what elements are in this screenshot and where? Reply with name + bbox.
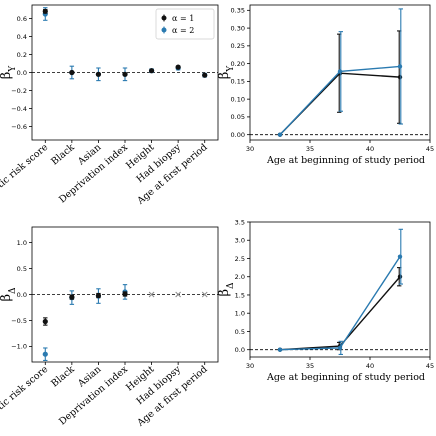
gray-cross-marker: [201, 291, 208, 298]
x-category-label: Genetic risk score: [0, 142, 50, 207]
y-axis-label-main: β: [0, 294, 14, 302]
y-tick-label: 0.35: [231, 7, 245, 15]
y-tick-label: 1.0: [235, 310, 245, 318]
point-alpha2: [337, 345, 343, 351]
point-alpha1: [397, 74, 403, 80]
point-alpha1: [69, 294, 75, 300]
x-tick-label: 45: [426, 145, 434, 153]
y-axis-label: βY: [0, 65, 18, 80]
y-axis-label: βΔ: [0, 287, 18, 302]
y-axis-label-sub: Δ: [8, 287, 18, 294]
y-tick-label: 0.00: [231, 131, 245, 139]
y-tick-label: 0.4: [17, 33, 27, 41]
y-tick-label: 3.0: [235, 237, 245, 245]
y-tick-label: 0.0: [17, 291, 27, 299]
point-alpha1: [95, 292, 102, 299]
point-alpha1: [175, 64, 181, 70]
plot-frame: [249, 221, 431, 358]
chart-tr: 0.00 0.05 0.10 0.15 0.20 0.25 0.30 0.35 βY 30 35 40…: [217, 4, 434, 166]
point-alpha2: [277, 347, 283, 352]
y-axis-label-sub: Δ: [226, 282, 236, 289]
y-tick-label: 2.0: [235, 273, 245, 281]
y-axis-label-sub: Y: [8, 65, 18, 73]
legend-entry: α = 1: [172, 14, 194, 23]
legend-marker-icon: [161, 15, 167, 21]
x-tick-label: 35: [306, 145, 314, 153]
gray-cross-marker: [148, 291, 155, 298]
point-alpha1: [122, 291, 128, 297]
point-alpha1: [202, 72, 208, 78]
chart-bl: −1.0 −0.5 0.0 0.5 1.0 βΔ Genetic risk scoreBla…: [0, 226, 219, 429]
gray-cross-marker: [175, 291, 181, 298]
x-axis-label: Age at beginning of study period: [266, 155, 425, 166]
point-alpha1: [69, 69, 75, 76]
point-alpha1: [42, 8, 48, 14]
point-alpha1: [42, 318, 48, 325]
y-tick-label: 0.5: [235, 328, 245, 336]
x-category-label: Black: [49, 364, 77, 390]
x-tick-label: 30: [246, 362, 254, 370]
point-alpha2: [337, 69, 343, 74]
point-alpha2: [277, 132, 283, 137]
y-tick-label: 0.25: [231, 42, 245, 50]
y-tick-label: −0.4: [11, 105, 27, 113]
point-alpha1: [95, 71, 102, 77]
y-tick-label: −1.0: [11, 343, 27, 351]
x-tick-label: 35: [306, 362, 314, 370]
series-line-alpha1: [279, 276, 401, 351]
y-tick-label: 0.0: [17, 69, 27, 77]
y-tick-label: 3.5: [235, 218, 245, 226]
y-tick-label: 1.5: [235, 291, 245, 299]
series-line-alpha2: [279, 256, 401, 351]
point-alpha1: [148, 68, 155, 74]
legend-entry: α = 2: [172, 26, 194, 35]
y-axis-label-main: β: [0, 72, 14, 80]
y-tick-label: 0.30: [231, 24, 245, 32]
series-line-alpha1: [279, 72, 401, 136]
point-alpha2: [397, 64, 403, 69]
y-tick-label: 1.0: [17, 239, 27, 247]
plot-frame: [249, 4, 431, 141]
x-tick-label: 40: [366, 145, 374, 153]
legend-marker-icon: [161, 27, 167, 33]
x-axis-label: Age at beginning of study period: [266, 372, 425, 383]
legend: α = 1 α = 2: [155, 8, 215, 40]
x-category-label: Black: [49, 142, 77, 168]
x-tick-label: 30: [246, 145, 254, 153]
y-tick-label: 2.5: [235, 255, 245, 263]
y-axis-label-sub: Y: [226, 65, 236, 73]
y-axis-label-main: β: [217, 72, 232, 80]
y-tick-label: −0.5: [11, 317, 27, 325]
y-tick-label: −0.6: [11, 123, 27, 131]
y-tick-label: −0.2: [11, 87, 27, 95]
y-axis-label: βY: [217, 65, 236, 80]
point-alpha2: [397, 254, 403, 259]
x-category-label: Genetic risk score: [0, 364, 50, 429]
x-tick-label: 45: [426, 362, 434, 370]
point-alpha1: [122, 71, 128, 77]
x-tick-label: 40: [366, 362, 374, 370]
y-tick-label: 0.2: [17, 51, 27, 59]
y-axis-label-main: β: [217, 289, 232, 297]
legend-box: [155, 8, 215, 40]
series-line-alpha2: [279, 65, 401, 136]
y-tick-label: 0.20: [231, 60, 245, 68]
y-tick-label: 0.0: [235, 346, 245, 354]
y-tick-label: 0.10: [231, 95, 245, 103]
point-alpha2: [42, 351, 48, 357]
y-tick-label: 0.05: [231, 113, 245, 121]
y-tick-label: 0.6: [17, 15, 27, 23]
y-tick-label: 0.15: [231, 78, 245, 86]
y-tick-label: 0.5: [17, 265, 27, 273]
point-alpha1: [397, 274, 403, 279]
y-axis-label: βΔ: [217, 282, 236, 297]
